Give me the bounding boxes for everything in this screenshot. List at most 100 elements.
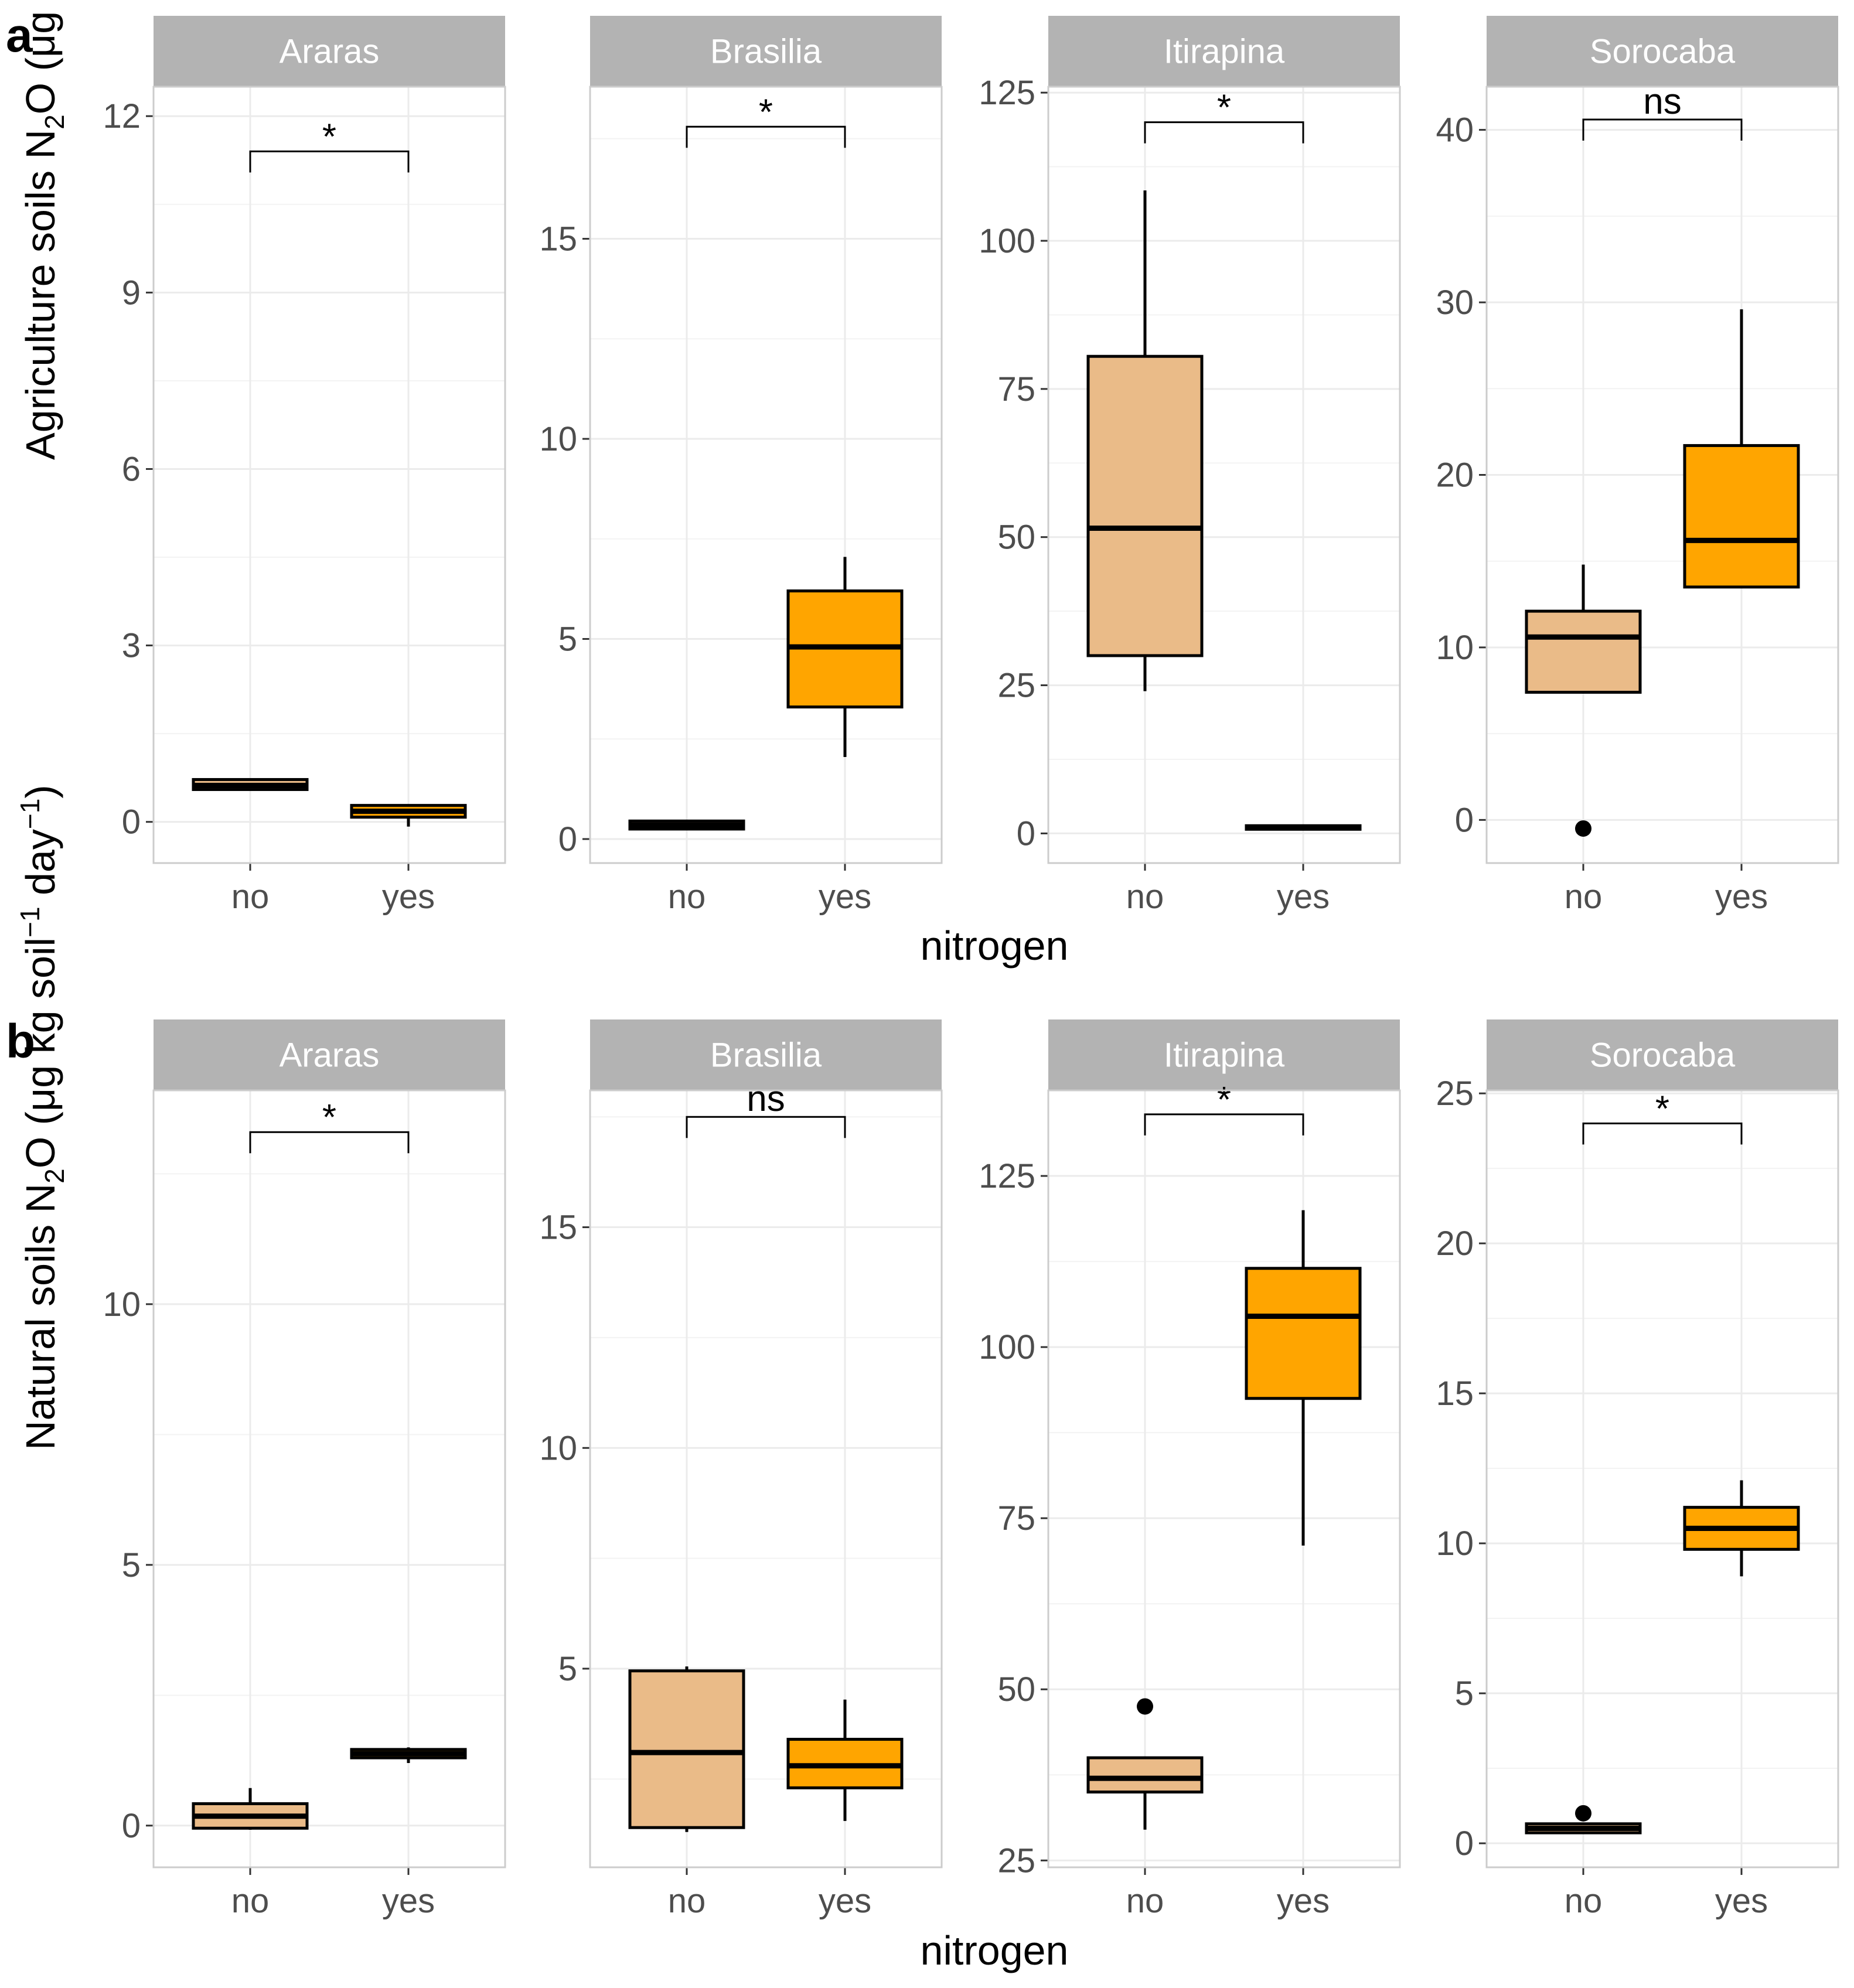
facet-b-araras-ytick-label: 0 [122,1807,141,1845]
facet-b-araras-border [152,1089,506,1868]
facet-b-brasilia-ytick-label: 5 [558,1650,577,1688]
facet-b-brasilia-box-no-body [628,1669,745,1829]
facet-b-sorocaba-ytick-label: 0 [1455,1825,1474,1863]
facet-a-itirapina-xtick-label: yes [1277,878,1330,916]
facet-b-itirapina-strip [1048,1019,1400,1090]
facet-a-araras-ytick-label: 9 [122,274,141,312]
facet-a-brasilia-ytick-label: 0 [558,820,577,858]
facet-a-araras-ytick-label: 12 [103,97,141,135]
facet-a-brasilia-xtick-label: no [668,878,706,916]
facet-a-sorocaba-xtick-label: yes [1715,878,1768,916]
facet-b-sorocaba-ytick-label: 20 [1436,1225,1474,1263]
facet-b-sorocaba-box-no-outlier [1575,1805,1591,1822]
facet-a-araras-ytick-label: 3 [122,627,141,665]
facet-b-sorocaba-ytick-label: 15 [1436,1375,1474,1413]
facet-b-itirapina-border [1047,1089,1401,1868]
facet-a-araras-strip-title: Araras [280,33,380,71]
facet-b-araras-sig-label: * [322,1097,336,1138]
facet-a-sorocaba-sig-bracket [1582,118,1743,141]
facet-b-itirapina-ytick-label: 25 [997,1842,1035,1880]
facet-a-sorocaba-ytick-label: 20 [1436,456,1474,495]
facet-b-araras-strip [154,1019,505,1090]
facet-b-brasilia-ytick-label: 15 [539,1209,577,1247]
facet-b-brasilia-sig-bracket [686,1116,846,1138]
facet-a-sorocaba-border [1485,86,1839,864]
facet-b-sorocaba-strip [1487,1019,1838,1090]
panel-label-a: a [6,9,33,62]
facet-a-itirapina-ytick-label: 100 [979,222,1035,260]
facet-b-itirapina-xtick-label: no [1126,1882,1164,1920]
facet-b-itirapina-ytick-label: 125 [979,1157,1035,1195]
facet-b-araras-ytick-label: 10 [103,1285,141,1324]
facet-a-sorocaba: Sorocaba 0 10 20 30 40 no yes ns [1436,16,1839,916]
facet-b-araras-xtick-label: no [231,1882,270,1920]
facet-b-brasilia-border [589,1089,943,1868]
facet-b-itirapina-ytick-label: 100 [979,1328,1035,1366]
facet-a-brasilia-strip [590,16,942,87]
facet-b-itirapina-sig-bracket [1144,1113,1304,1135]
facet-a-itirapina-ytick-label: 75 [997,370,1035,408]
facet-a-araras: Araras 0 3 6 9 12 no yes * [103,16,506,916]
facet-a-sorocaba-ytick-label: 40 [1436,111,1474,149]
panel-label-b: b [6,1015,35,1068]
facet-a-brasilia-strip-title: Brasilia [710,33,822,71]
facet-a-itirapina-xtick-label: no [1126,878,1164,916]
facet-a-itirapina-box-no-body [1086,354,1204,657]
facet-a-itirapina-border [1047,86,1401,864]
facet-b-brasilia-xtick-label: no [668,1882,706,1920]
facet-a-brasilia: Brasilia 0 5 10 15 no yes * [539,16,943,916]
facet-b-itirapina-box-no-outlier [1137,1698,1153,1715]
facet-a-araras-sig-label: * [322,117,336,157]
facet-a-brasilia-plot-area [590,87,942,863]
x-axis-title-b: nitrogen [921,1928,1069,1973]
facet-b-sorocaba-ytick-label: 5 [1455,1675,1474,1713]
facet-b-brasilia-strip [590,1019,942,1090]
panel-row-b: b Natural soils N2O (μg kg soil−1 day−1)… [6,785,1839,1973]
y-axis-title-a: Agriculture soils N2O (μg kg soil−1 day−… [15,0,70,460]
y-axis-title-b: Natural soils N2O (μg kg soil−1 day−1) [15,785,70,1450]
facet-b-itirapina-sig-label: * [1217,1080,1231,1120]
facet-a-itirapina-sig-label: * [1217,88,1231,128]
facet-a-sorocaba-box-yes-body [1683,444,1800,589]
facet-a-sorocaba-sig-label: ns [1643,81,1681,122]
facet-a-brasilia-sig-label: * [759,92,773,132]
facet-b-itirapina-xtick-label: yes [1277,1882,1330,1920]
facet-b-itirapina-box-no-body [1086,1756,1204,1793]
facet-b-sorocaba-sig-label: * [1655,1089,1669,1129]
facet-a-araras-xtick-label: yes [382,878,435,916]
facet-a-itirapina-ytick-label: 25 [997,667,1035,705]
facet-b-sorocaba: Sorocaba 0 5 10 15 20 25 no yes * [1436,1019,1839,1920]
facet-a-araras-border [152,86,506,864]
facet-a-itirapina-ytick-label: 0 [1017,814,1035,853]
facet-a-araras-ytick-label: 6 [122,450,141,488]
facet-b-araras-sig-bracket [249,1131,410,1154]
facet-b-brasilia-ytick-label: 10 [539,1429,577,1467]
facet-a-araras-xtick-label: no [231,878,270,916]
facet-a-araras-sig-bracket [249,150,410,173]
facet-a-itirapina-ytick-label: 125 [979,74,1035,112]
facet-a-sorocaba-strip [1487,16,1838,87]
facet-a-sorocaba-xtick-label: no [1565,878,1603,916]
facet-a-sorocaba-ytick-label: 30 [1436,284,1474,322]
x-axis-title-a: nitrogen [921,923,1069,969]
facet-a-brasilia-xtick-label: yes [819,878,871,916]
facet-b-sorocaba-xtick-label: yes [1715,1882,1768,1920]
facet-a-araras-ytick-label: 0 [122,803,141,841]
facet-b-brasilia: Brasilia 5 10 15 no yes ns [539,1019,943,1920]
facet-a-brasilia-border [589,86,943,864]
facet-a-itirapina-strip-title: Itirapina [1164,33,1285,71]
facet-a-araras-plot-area [154,87,505,863]
facet-a-brasilia-ytick-label: 10 [539,420,577,458]
facet-b-araras: Araras 0 5 10 no yes * [103,1019,506,1920]
facet-b-sorocaba-plot-area [1487,1090,1838,1867]
facet-b-itirapina-ytick-label: 50 [997,1670,1035,1709]
facet-b-sorocaba-ytick-label: 25 [1436,1075,1474,1113]
facet-b-araras-ytick-label: 5 [122,1546,141,1584]
facet-b-sorocaba-border [1485,1089,1839,1868]
facet-a-sorocaba-strip-title: Sorocaba [1590,33,1736,71]
facet-b-itirapina-strip-title: Itirapina [1164,1036,1285,1075]
facet-b-sorocaba-sig-bracket [1582,1122,1743,1145]
facet-b-brasilia-sig-label: ns [747,1079,785,1119]
facet-a-itirapina-strip [1048,16,1400,87]
